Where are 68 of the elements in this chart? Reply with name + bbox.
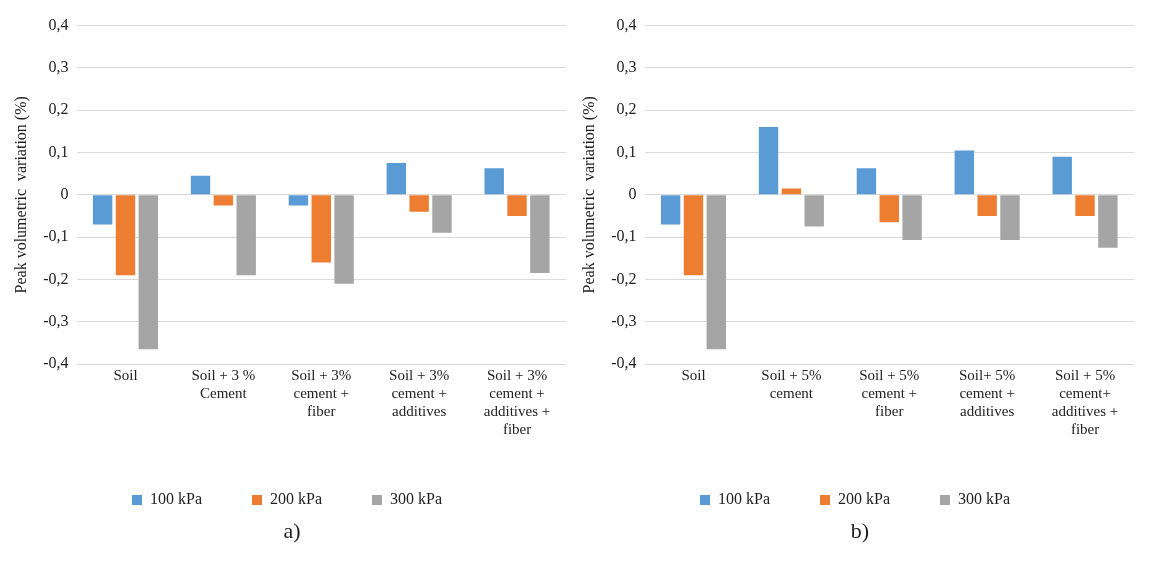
y-tick-label: -0,2 <box>43 269 69 287</box>
y-tick-label: 0,1 <box>48 142 69 160</box>
x-tick-label: Soil <box>681 366 706 383</box>
bar <box>288 195 309 206</box>
bar <box>236 195 256 276</box>
y-tick-label: 0,3 <box>48 58 69 76</box>
legend-label: 200 kPa <box>838 490 890 508</box>
bar <box>879 195 899 223</box>
y-tick-label: -0,1 <box>43 227 69 245</box>
bar <box>92 195 113 225</box>
y-tick-label: -0,3 <box>43 311 69 329</box>
x-tick-label: Soil+ 5% cement + additives <box>958 366 1016 419</box>
bar <box>660 195 681 225</box>
bar <box>484 168 504 195</box>
legend-label: 100 kPa <box>150 490 202 508</box>
y-tick-label: 0,1 <box>616 142 637 160</box>
x-tick-label: Soil + 3% cement + additives <box>389 366 450 419</box>
y-tick-label: -0,2 <box>611 269 637 287</box>
bar <box>432 195 452 233</box>
y-tick-label: 0 <box>60 185 69 202</box>
bar <box>190 175 211 195</box>
y-tick-label: 0,4 <box>48 15 69 33</box>
bar <box>758 127 779 195</box>
bar <box>977 195 997 216</box>
bar <box>781 188 802 195</box>
bar <box>530 195 550 274</box>
bar <box>115 195 136 276</box>
bar <box>1000 195 1020 241</box>
text: b) <box>849 518 871 544</box>
text: a) <box>282 518 302 544</box>
bar <box>138 195 159 350</box>
y-tick-label: 0,4 <box>616 15 637 33</box>
legend-label: 300 kPa <box>958 490 1010 508</box>
bar <box>311 195 331 263</box>
bar <box>902 195 922 241</box>
legend-label: 100 kPa <box>718 490 770 508</box>
y-tick-label: -0,1 <box>611 227 637 245</box>
y-tick-label: 0 <box>628 185 637 202</box>
legend-label: 200 kPa <box>270 490 322 508</box>
bar <box>1052 156 1072 195</box>
bar <box>706 195 727 350</box>
x-tick-label: Soil + 5% cement+ additives + fiber <box>1051 366 1119 437</box>
y-tick-label: -0,4 <box>611 354 637 372</box>
y-tick-label: 0,3 <box>616 58 637 76</box>
legend-label: 300 kPa <box>390 490 442 508</box>
x-tick-label: Soil + 5% cement + fiber <box>859 366 920 419</box>
bar <box>856 168 877 195</box>
bar <box>213 195 234 206</box>
bar <box>954 150 975 195</box>
y-tick-label: 0,2 <box>616 100 637 118</box>
bar <box>409 195 429 212</box>
y-tick-label: -0,3 <box>611 311 637 329</box>
x-tick-label: Soil + 3 % Cement <box>191 366 256 401</box>
y-tick-label: 0,2 <box>48 100 69 118</box>
y-tick-label: -0,4 <box>43 354 69 372</box>
y-axis-title: Peak volumetric variation (%) <box>11 96 30 294</box>
y-axis-title: Peak volumetric variation (%) <box>579 96 598 294</box>
bar <box>334 195 354 284</box>
bar <box>386 163 407 195</box>
x-tick-label: Soil + 3% cement + additives + fiber <box>483 366 551 437</box>
bar <box>507 195 527 216</box>
bar <box>1098 195 1118 248</box>
bar <box>804 195 824 227</box>
x-tick-label: Soil <box>113 366 138 383</box>
x-tick-label: Soil + 3% cement + fiber <box>291 366 352 419</box>
x-tick-label: Soil + 5% cement <box>761 366 822 401</box>
bar <box>1075 195 1095 216</box>
bar <box>683 195 704 276</box>
